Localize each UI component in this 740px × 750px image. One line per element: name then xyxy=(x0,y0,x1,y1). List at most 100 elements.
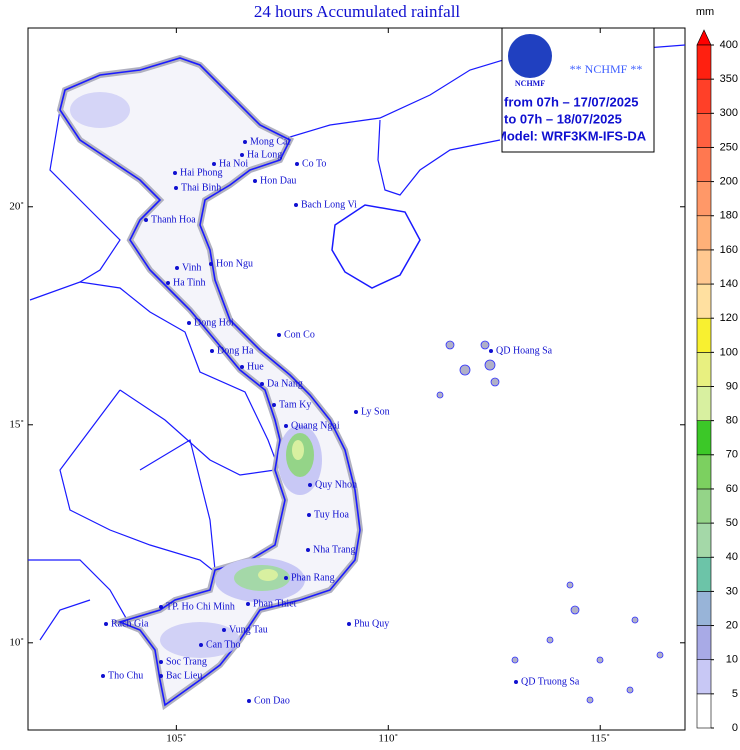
place-label: Rach Gia xyxy=(111,618,149,629)
place-marker xyxy=(159,674,163,678)
place-marker xyxy=(307,513,311,517)
place-label: Vinh xyxy=(182,262,201,273)
colorbar-segment xyxy=(696,317,712,353)
place-marker xyxy=(295,162,299,166)
place-label: Thai Binh xyxy=(181,182,221,193)
colorbar-label: 200 xyxy=(720,176,738,188)
place-label: Bach Long Vi xyxy=(301,199,357,210)
place-label: Thanh Hoa xyxy=(151,214,196,225)
place-label: Tho Chu xyxy=(108,670,143,681)
lat-tick-label: 20˚ xyxy=(9,200,24,212)
colorbar-segment xyxy=(696,78,712,114)
colorbar-label: 80 xyxy=(726,415,738,427)
place-marker xyxy=(199,643,203,647)
colorbar-segment xyxy=(696,522,712,558)
colorbar-label: 70 xyxy=(726,449,738,461)
place-label: Phan Thiet xyxy=(253,598,297,609)
colorbar-segment xyxy=(696,659,712,695)
place-label: Can Tho xyxy=(206,639,241,650)
place-label: Soc Trang xyxy=(166,656,207,667)
place-marker xyxy=(294,203,298,207)
place-marker xyxy=(284,424,288,428)
colorbar-segment xyxy=(696,625,712,660)
colorbar-label: 60 xyxy=(726,483,738,495)
place-marker xyxy=(173,171,177,175)
colorbar: 0 5 10 20 30 40 50 60 70 80 90 100 120 140 160 180 200 25… xyxy=(696,29,738,734)
colorbar-label: 120 xyxy=(720,312,738,324)
colorbar-label: 50 xyxy=(726,517,738,529)
place-marker xyxy=(144,218,148,222)
place-marker xyxy=(209,262,213,266)
logo xyxy=(508,34,552,78)
place-label: Ha Long xyxy=(247,149,282,160)
place-marker xyxy=(159,660,163,664)
colorbar-segment xyxy=(696,283,712,319)
place-label: Phu Quy xyxy=(354,618,389,629)
place-marker xyxy=(308,483,312,487)
agency: ** NCHMF ** xyxy=(570,62,643,76)
place-label: Hon Ngu xyxy=(216,258,253,269)
colorbar-segment xyxy=(696,556,712,592)
lat-tick-label: 10˚ xyxy=(9,636,24,648)
place-marker xyxy=(284,576,288,580)
place-label: Co To xyxy=(302,158,326,169)
lat-tick-label: 15˚ xyxy=(9,418,24,430)
colorbar-segment xyxy=(696,454,712,490)
place-marker xyxy=(175,266,179,270)
islands xyxy=(436,340,664,704)
colorbar-segment xyxy=(696,591,712,626)
place-label: Phan Rang xyxy=(291,572,335,583)
colorbar-unit: mm xyxy=(696,6,714,18)
title: 24 hours Accumulated rainfall xyxy=(254,2,461,21)
place-label: Con Dao xyxy=(254,695,290,706)
place-label: Da Nang xyxy=(267,378,303,389)
colorbar-label: 40 xyxy=(726,551,738,563)
colorbar-label: 30 xyxy=(726,585,738,597)
place-label: Hai Phong xyxy=(180,167,223,178)
place-marker xyxy=(101,674,105,678)
place-marker xyxy=(347,622,351,626)
place-marker xyxy=(210,349,214,353)
place-marker xyxy=(222,628,226,632)
colorbar-label: 160 xyxy=(720,244,738,256)
colorbar-segment xyxy=(696,488,712,524)
place-marker xyxy=(240,153,244,157)
place-label: Con Co xyxy=(284,329,315,340)
place-marker xyxy=(212,162,216,166)
place-marker xyxy=(159,605,163,609)
place-marker xyxy=(354,410,358,414)
colorbar-segment xyxy=(696,352,712,387)
place-marker xyxy=(306,548,310,552)
place-label: Tam Ky xyxy=(279,399,311,410)
place-label: Dong Ha xyxy=(217,345,254,356)
colorbar-segment xyxy=(696,181,712,217)
place-marker xyxy=(174,186,178,190)
lon-tick-label: 110˚ xyxy=(378,733,398,745)
colorbar-label: 400 xyxy=(720,39,738,51)
colorbar-label: 300 xyxy=(720,107,738,119)
info-from: from 07h – 17/07/2025 xyxy=(504,94,638,109)
colorbar-label: 140 xyxy=(720,278,738,290)
info-text: from 07h – 17/07/2025 to 07h – 18/07/202… xyxy=(502,94,647,143)
place-label: Bac Lieu xyxy=(166,670,202,681)
place-label: Vung Tau xyxy=(229,624,268,635)
place-marker xyxy=(247,699,251,703)
place-marker xyxy=(272,403,276,407)
colorbar-label: 180 xyxy=(720,210,738,222)
place-label: Ly Son xyxy=(361,406,390,417)
colorbar-label: 0 xyxy=(732,722,738,734)
colorbar-label: 90 xyxy=(726,380,738,392)
place-label: QD Truong Sa xyxy=(521,676,580,687)
place-marker xyxy=(166,281,170,285)
place-marker xyxy=(260,382,264,386)
colorbar-label: 250 xyxy=(720,141,738,153)
lon-tick-label: 105˚ xyxy=(166,733,186,745)
place-label: Ha Noi xyxy=(219,158,248,169)
place-marker xyxy=(243,140,247,144)
colorbar-extension xyxy=(696,29,712,46)
colorbar-label: 100 xyxy=(720,346,738,358)
place-label: Mong Cai xyxy=(250,136,291,147)
place-label: Dong Hoi xyxy=(194,317,234,328)
